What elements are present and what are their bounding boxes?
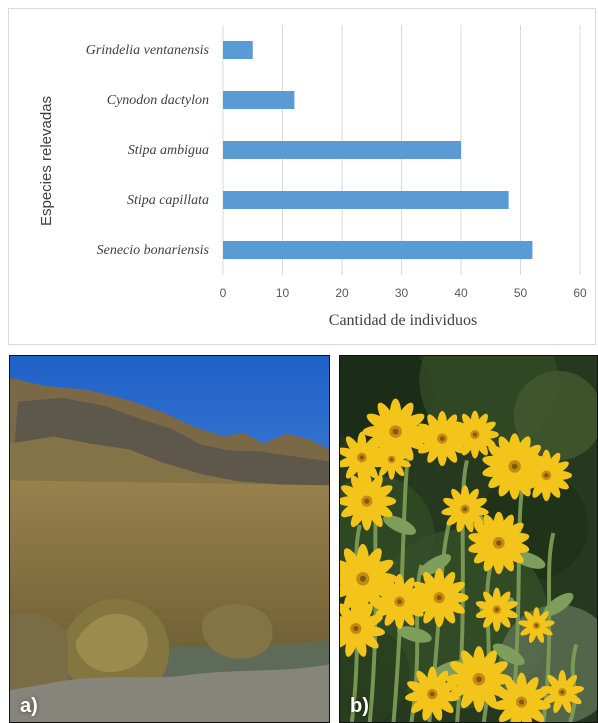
photo-panel-a: a) <box>9 355 330 723</box>
x-tick-label: 0 <box>220 286 227 300</box>
leaf-shape <box>419 554 452 576</box>
bar-senecio-bonariensis <box>223 241 533 259</box>
category-label: Grindelia ventanensis <box>86 43 210 58</box>
photo-panel-b: b) <box>339 355 598 723</box>
chart-frame: Grindelia ventanensis Cynodon dactylon Sti… <box>8 8 596 345</box>
bar-chart: Grindelia ventanensis Cynodon dactylon Sti… <box>38 25 587 329</box>
x-tick-label: 30 <box>395 286 409 300</box>
category-label: Stipa capillata <box>127 193 209 208</box>
yellow-flower <box>540 670 584 713</box>
leaf-shape <box>543 592 574 617</box>
x-axis-label: Cantidad de individuos <box>329 312 477 329</box>
yellow-flower <box>409 568 469 628</box>
yellow-flower <box>340 543 398 614</box>
yellow-flower <box>492 672 551 722</box>
yellow-flower <box>372 574 428 630</box>
x-tick-label: 60 <box>573 286 587 300</box>
yellow-flower <box>372 439 411 480</box>
yellow-flower <box>340 471 397 531</box>
bar-stipa-ambigua <box>223 141 461 159</box>
leaf-shape <box>492 643 525 666</box>
bar-cynodon-dactylon <box>223 91 295 109</box>
panel-label-a: a) <box>20 695 38 717</box>
x-tick-label: 50 <box>514 286 528 300</box>
yellow-flower <box>468 511 530 575</box>
category-label: Senecio bonariensis <box>97 243 210 258</box>
flower-photo <box>340 356 597 722</box>
bar-stipa-capillata <box>223 191 509 209</box>
flower-stem <box>509 474 527 722</box>
bar-grindelia-ventanensis <box>223 41 253 59</box>
background-foliage <box>513 370 597 461</box>
yellow-flower <box>451 410 499 459</box>
x-tick-label: 20 <box>335 286 349 300</box>
panel-label-b: b) <box>350 695 369 717</box>
x-tick-label: 10 <box>276 286 290 300</box>
yellow-flower <box>518 607 555 643</box>
yellow-flower <box>441 485 489 533</box>
leaf-shape <box>397 626 432 643</box>
x-tick-label: 40 <box>454 286 468 300</box>
leaf-shape <box>383 515 416 535</box>
yellow-flower <box>520 449 573 502</box>
landscape-photo <box>10 356 329 722</box>
y-axis-label: Especies relevadas <box>38 96 55 226</box>
category-label: Cynodon dactylon <box>107 93 209 108</box>
yellow-flower <box>405 666 460 721</box>
yellow-flower <box>340 599 385 657</box>
yellow-flower <box>475 587 518 632</box>
category-label: Stipa ambigua <box>128 143 209 158</box>
